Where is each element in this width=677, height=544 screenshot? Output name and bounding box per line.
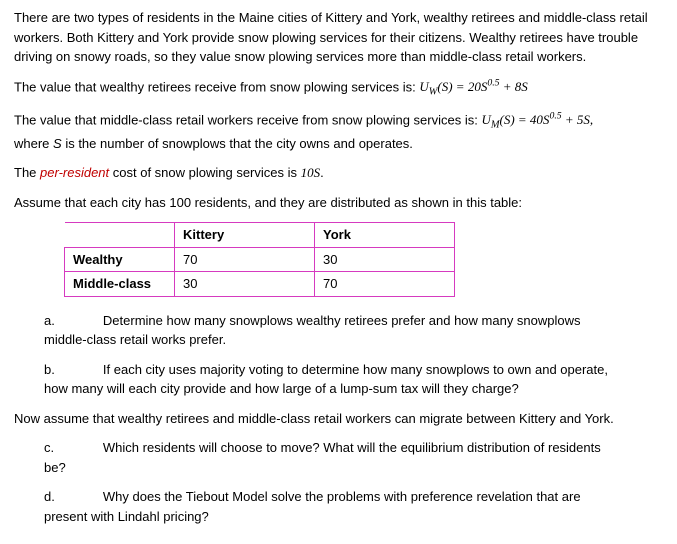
cell-wealthy-kittery: 70 — [175, 247, 315, 272]
row-wealthy: Wealthy 70 30 — [65, 247, 455, 272]
cost-dot: . — [320, 165, 324, 180]
question-c: c. Which residents will choose to move? … — [44, 438, 663, 477]
q-b-line1: If each city uses majority voting to det… — [103, 362, 608, 377]
col-kittery: Kittery — [175, 223, 315, 248]
question-b: b. If each city uses majority voting to … — [44, 360, 663, 399]
residents-table: Kittery York Wealthy 70 30 Middle-class … — [64, 222, 455, 297]
q-a-line1: Determine how many snowplows wealthy ret… — [103, 313, 581, 328]
question-d: d. Why does the Tiebout Model solve the … — [44, 487, 663, 526]
questions-block-1: a. Determine how many snowplows wealthy … — [14, 311, 663, 399]
cell-middle-kittery: 30 — [175, 272, 315, 297]
questions-block-2: c. Which residents will choose to move? … — [14, 438, 663, 526]
q-body-d: Why does the Tiebout Model solve the pro… — [74, 487, 663, 526]
per-resident: per-resident — [40, 165, 109, 180]
paragraph-assume: Assume that each city has 100 residents,… — [14, 193, 663, 213]
paragraph-middle-value: The value that middle-class retail worke… — [14, 110, 663, 153]
cost-mid: cost of snow plowing services is — [109, 165, 300, 180]
where-pre: where — [14, 136, 53, 151]
tail-w: + 8S — [500, 79, 528, 94]
q-d-line1: Why does the Tiebout Model solve the pro… — [103, 489, 581, 504]
tail-m: + 5S, — [562, 112, 594, 127]
q-c-line1: Which residents will choose to move? Wha… — [103, 440, 601, 455]
paragraph-intro: There are two types of residents in the … — [14, 8, 663, 67]
col-york: York — [315, 223, 455, 248]
question-a: a. Determine how many snowplows wealthy … — [44, 311, 663, 350]
u-symbol-m: U — [481, 112, 490, 127]
row-head-wealthy: Wealthy — [65, 247, 175, 272]
formula-wealthy: UW(S) = 20S0.5 + 8S — [419, 79, 527, 94]
cost-formula: 10S — [301, 165, 321, 180]
formula-arg-m: (S) = 40S — [500, 112, 550, 127]
paragraph-wealthy-value: The value that wealthy retirees receive … — [14, 77, 663, 101]
exp-w: 0.5 — [487, 78, 499, 89]
sub-m: M — [491, 120, 500, 131]
q-d-line2: present with Lindahl pricing? — [44, 507, 663, 527]
row-middle: Middle-class 30 70 — [65, 272, 455, 297]
text-wealthy-pre: The value that wealthy retirees receive … — [14, 79, 419, 94]
where-s: S — [53, 136, 62, 151]
cell-middle-york: 70 — [315, 272, 455, 297]
exp-m: 0.5 — [549, 111, 561, 122]
paragraph-cost: The per-resident cost of snow plowing se… — [14, 163, 663, 183]
u-symbol: U — [419, 79, 428, 94]
text-middle-pre: The value that middle-class retail worke… — [14, 112, 481, 127]
cell-wealthy-york: 30 — [315, 247, 455, 272]
empty-corner — [65, 223, 175, 248]
q-a-line2: middle-class retail works prefer. — [44, 330, 663, 350]
q-body-b: If each city uses majority voting to det… — [74, 360, 663, 399]
row-head-middle: Middle-class — [65, 272, 175, 297]
where-post: is the number of snowplows that the city… — [62, 136, 413, 151]
formula-middle: UM(S) = 40S0.5 + 5S, — [481, 112, 593, 127]
q-b-line2: how many will each city provide and how … — [44, 379, 663, 399]
header-row: Kittery York — [65, 223, 455, 248]
q-c-line2: be? — [44, 458, 663, 478]
formula-arg-w: (S) = 20S — [437, 79, 487, 94]
q-body-a: Determine how many snowplows wealthy ret… — [74, 311, 663, 350]
paragraph-now-assume: Now assume that wealthy retirees and mid… — [14, 409, 663, 429]
q-body-c: Which residents will choose to move? Wha… — [74, 438, 663, 477]
cost-pre: The — [14, 165, 40, 180]
